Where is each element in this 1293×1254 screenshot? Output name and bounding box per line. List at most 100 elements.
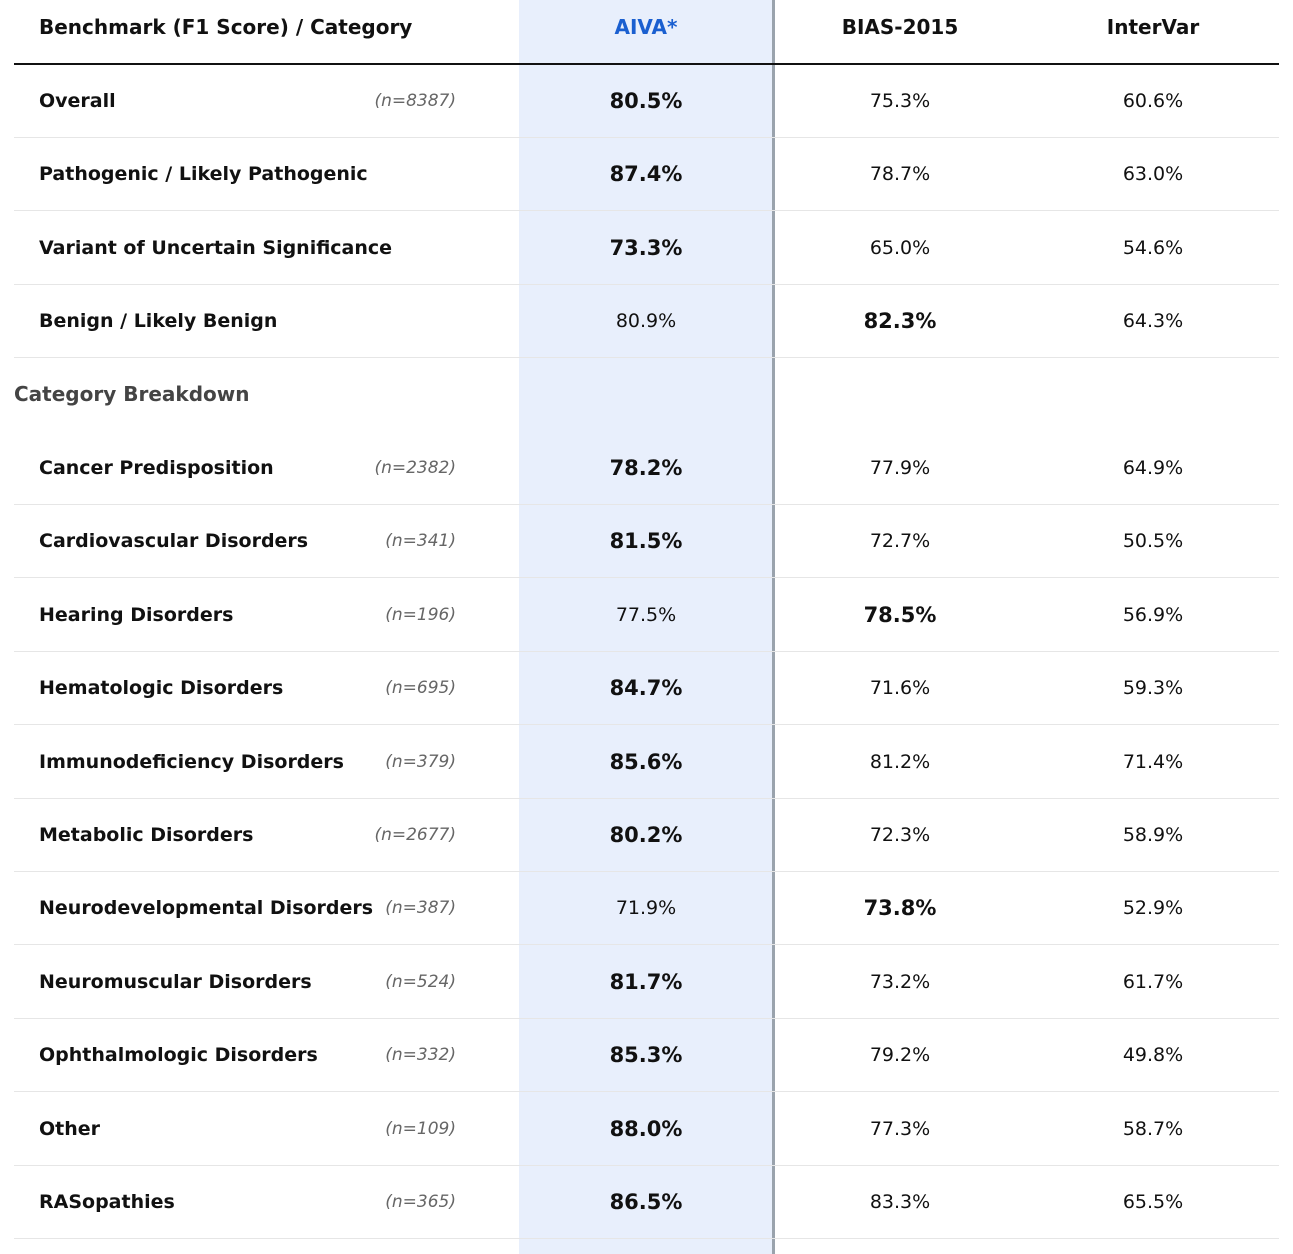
row-label: Benign / Likely Benign bbox=[39, 310, 278, 333]
row-sample-size: (n=365) bbox=[385, 1192, 456, 1212]
value-intervar: 71.4% bbox=[1122, 750, 1184, 773]
row-label: Ophthalmologic Disorders bbox=[39, 1044, 318, 1067]
value-aiva: 81.7% bbox=[609, 969, 683, 994]
value-bias-2015: 73.8% bbox=[863, 896, 937, 921]
value-bias-2015: 72.7% bbox=[869, 530, 931, 553]
row-sample-size: (n=387) bbox=[385, 898, 456, 919]
value-bias-2015: 72.3% bbox=[869, 824, 931, 846]
value-aiva: 80.5% bbox=[609, 89, 683, 113]
value-bias-2015: 65.0% bbox=[869, 236, 931, 259]
row-sample-size: (n=8387) bbox=[374, 91, 456, 111]
table-row-neuromuscular-disorders: Neuromuscular Disorders (n=524) 81.7% 73.2%… bbox=[14, 946, 1279, 1019]
row-label: RASopathies bbox=[39, 1191, 175, 1213]
value-aiva: 88.0% bbox=[609, 1116, 683, 1141]
row-divider bbox=[14, 357, 1279, 359]
table-row-hematologic-disorders: Hematologic Disorders (n=695) 84.7% 71.6% 59… bbox=[14, 652, 1279, 726]
header-intervar: InterVar bbox=[1106, 15, 1200, 39]
table-row-variant-of-uncertain-significance: Variant of Uncertain Significance 73.3% 65… bbox=[14, 212, 1279, 285]
value-intervar: 52.9% bbox=[1122, 897, 1184, 920]
value-aiva: 71.9% bbox=[615, 897, 677, 920]
row-divider bbox=[14, 1238, 1279, 1239]
value-aiva: 78.2% bbox=[609, 456, 683, 480]
header-benchmark: Benchmark (F1 Score) / Category bbox=[39, 15, 413, 39]
value-intervar: 54.6% bbox=[1122, 236, 1184, 259]
aiva-column-highlight bbox=[519, 0, 773, 1254]
header-bias-2015: BIAS-2015 bbox=[841, 15, 959, 39]
row-sample-size: (n=341) bbox=[385, 531, 456, 552]
row-label: Cardiovascular Disorders bbox=[39, 530, 309, 553]
value-aiva: 81.5% bbox=[609, 529, 683, 554]
value-bias-2015: 75.3% bbox=[869, 90, 931, 112]
value-intervar: 59.3% bbox=[1122, 677, 1184, 700]
value-aiva: 86.5% bbox=[609, 1190, 683, 1214]
row-divider bbox=[14, 1164, 1279, 1166]
value-intervar: 65.5% bbox=[1122, 1191, 1184, 1213]
row-divider bbox=[14, 577, 1279, 579]
value-bias-2015: 73.2% bbox=[869, 970, 931, 993]
table-row-neurodevelopmental-disorders: Neurodevelopmental Disorders (n=387) 71.9%… bbox=[14, 872, 1279, 946]
value-intervar: 63.0% bbox=[1122, 163, 1184, 186]
value-bias-2015: 81.2% bbox=[869, 750, 931, 773]
table-row-rasopathies: RASopathies (n=365) 86.5% 83.3% 65.5% bbox=[14, 1166, 1279, 1239]
row-sample-size: (n=2382) bbox=[374, 458, 456, 478]
table-row-other: Other (n=109) 88.0% 77.3% 58.7% bbox=[14, 1093, 1279, 1166]
row-label: Immunodeficiency Disorders bbox=[39, 750, 344, 773]
aiva-column-divider bbox=[772, 0, 775, 1254]
row-label: Hearing Disorders bbox=[39, 603, 234, 626]
row-divider bbox=[14, 797, 1279, 799]
value-bias-2015: 71.6% bbox=[869, 677, 931, 700]
value-bias-2015: 77.3% bbox=[869, 1117, 931, 1140]
value-intervar: 56.9% bbox=[1122, 603, 1184, 626]
table-row-metabolic-disorders: Metabolic Disorders (n=2677) 80.2% 72.3% 58.… bbox=[14, 799, 1279, 872]
row-label: Metabolic Disorders bbox=[39, 824, 254, 846]
value-bias-2015: 78.7% bbox=[869, 163, 931, 186]
value-intervar: 58.9% bbox=[1122, 824, 1184, 846]
row-sample-size: (n=109) bbox=[385, 1118, 456, 1139]
table-row-pathogenic-likely-pathogenic: Pathogenic / Likely Pathogenic 87.4% 78.7%… bbox=[14, 138, 1279, 212]
table-row-benign-likely-benign: Benign / Likely Benign 80.9% 82.3% 64.3% bbox=[14, 285, 1279, 359]
header-aiva: AIVA* bbox=[614, 15, 678, 39]
row-label: Neuromuscular Disorders bbox=[39, 970, 312, 993]
section-category-breakdown: Category Breakdown bbox=[14, 382, 250, 406]
row-sample-size: (n=379) bbox=[385, 751, 456, 772]
value-intervar: 50.5% bbox=[1122, 530, 1184, 553]
row-sample-size: (n=196) bbox=[385, 604, 456, 625]
value-aiva: 85.6% bbox=[609, 749, 683, 774]
table-row-immunodeficiency-disorders: Immunodeficiency Disorders (n=379) 85.6% 81… bbox=[14, 726, 1279, 799]
row-divider bbox=[14, 944, 1279, 946]
value-aiva: 80.2% bbox=[609, 823, 683, 847]
value-bias-2015: 77.9% bbox=[869, 457, 931, 479]
row-sample-size: (n=524) bbox=[385, 971, 456, 992]
value-intervar: 64.9% bbox=[1122, 457, 1184, 479]
value-aiva: 84.7% bbox=[609, 676, 683, 701]
table-row-overall: Overall (n=8387) 80.5% 75.3% 60.6% bbox=[14, 65, 1279, 138]
header-divider bbox=[14, 63, 1279, 65]
value-bias-2015: 83.3% bbox=[869, 1191, 931, 1213]
row-divider bbox=[14, 283, 1279, 285]
row-divider bbox=[14, 724, 1279, 726]
table-row-ophthalmologic-disorders: Ophthalmologic Disorders (n=332) 85.3% 79.2… bbox=[14, 1019, 1279, 1093]
value-intervar: 61.7% bbox=[1122, 970, 1184, 993]
row-divider bbox=[14, 650, 1279, 652]
value-aiva: 77.5% bbox=[615, 603, 677, 626]
row-sample-size: (n=2677) bbox=[374, 825, 456, 845]
row-divider bbox=[14, 871, 1279, 872]
row-divider bbox=[14, 137, 1279, 138]
value-bias-2015: 82.3% bbox=[863, 309, 937, 334]
table-row-hearing-disorders: Hearing Disorders (n=196) 77.5% 78.5% 56.9% bbox=[14, 579, 1279, 652]
value-intervar: 49.8% bbox=[1122, 1044, 1184, 1067]
table-row-cancer-predisposition: Cancer Predisposition (n=2382) 78.2% 77.9% 6… bbox=[14, 432, 1279, 505]
value-aiva: 85.3% bbox=[609, 1043, 683, 1068]
row-label: Pathogenic / Likely Pathogenic bbox=[39, 163, 368, 186]
value-bias-2015: 78.5% bbox=[863, 602, 937, 627]
value-aiva: 87.4% bbox=[609, 162, 683, 187]
value-aiva: 73.3% bbox=[609, 235, 683, 260]
value-aiva: 80.9% bbox=[615, 310, 677, 333]
row-divider bbox=[14, 504, 1279, 505]
row-label: Variant of Uncertain Significance bbox=[39, 236, 393, 259]
value-intervar: 64.3% bbox=[1122, 310, 1184, 333]
row-sample-size: (n=695) bbox=[385, 678, 456, 699]
row-label: Cancer Predisposition bbox=[39, 457, 274, 479]
row-label: Other bbox=[39, 1117, 101, 1140]
